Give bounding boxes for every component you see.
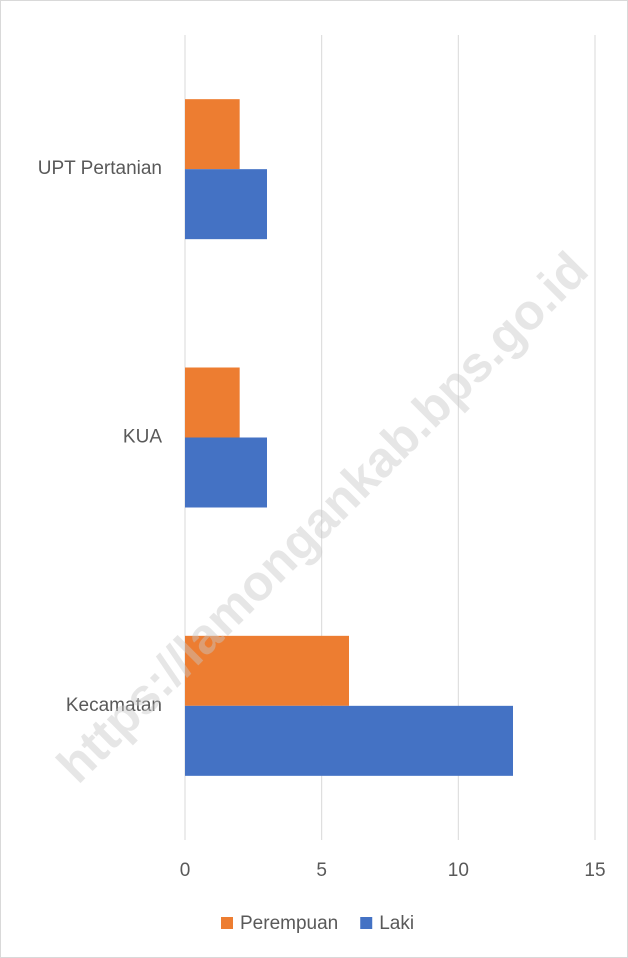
bar — [185, 705, 513, 776]
x-tick-label: 10 — [448, 860, 469, 881]
x-tick-label: 15 — [584, 860, 605, 881]
x-tick-label: 5 — [316, 860, 327, 881]
bar — [185, 437, 267, 508]
bar — [185, 367, 240, 438]
y-tick-label: Kecamatan — [66, 695, 162, 716]
bar — [185, 99, 240, 170]
x-tick-label: 0 — [180, 860, 191, 881]
bar — [185, 169, 267, 240]
legend-label: Perempuan — [240, 913, 338, 934]
legend-label: Laki — [379, 913, 414, 934]
bar — [185, 635, 349, 706]
legend-swatch — [221, 917, 233, 929]
y-tick-label: KUA — [123, 427, 162, 448]
legend-swatch — [360, 917, 373, 929]
y-tick-label: UPT Pertanian — [38, 158, 162, 179]
